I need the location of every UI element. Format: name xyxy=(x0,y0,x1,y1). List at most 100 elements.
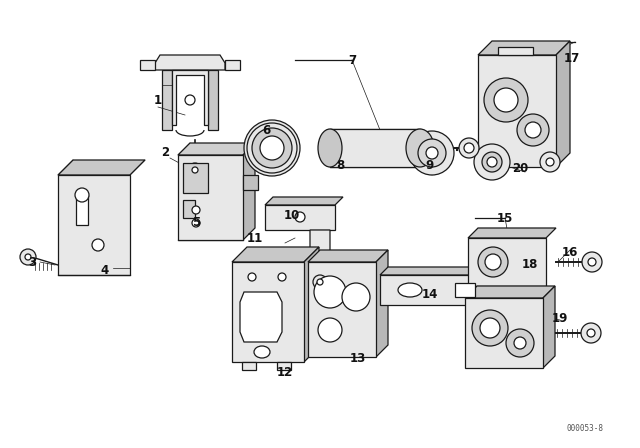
Polygon shape xyxy=(478,41,570,55)
Text: 19: 19 xyxy=(552,311,568,324)
Polygon shape xyxy=(76,195,88,225)
Circle shape xyxy=(244,120,300,176)
Text: 7: 7 xyxy=(348,53,356,66)
Polygon shape xyxy=(468,228,556,238)
Circle shape xyxy=(487,157,497,167)
Text: 17: 17 xyxy=(564,52,580,65)
Circle shape xyxy=(459,138,479,158)
Text: 12: 12 xyxy=(277,366,293,379)
Text: 11: 11 xyxy=(247,232,263,245)
Ellipse shape xyxy=(406,129,434,167)
Circle shape xyxy=(20,249,36,265)
Circle shape xyxy=(192,167,198,173)
Circle shape xyxy=(581,323,601,343)
Polygon shape xyxy=(178,143,255,155)
Ellipse shape xyxy=(398,283,422,297)
Ellipse shape xyxy=(318,129,342,167)
Circle shape xyxy=(75,188,89,202)
Polygon shape xyxy=(58,160,145,175)
Circle shape xyxy=(506,329,534,357)
Polygon shape xyxy=(468,238,546,286)
Polygon shape xyxy=(380,275,475,305)
Circle shape xyxy=(588,258,596,266)
Polygon shape xyxy=(308,250,388,262)
Bar xyxy=(183,200,195,218)
Circle shape xyxy=(494,88,518,112)
Text: 20: 20 xyxy=(512,161,528,175)
Polygon shape xyxy=(455,283,475,297)
Circle shape xyxy=(188,163,202,177)
Circle shape xyxy=(342,283,370,311)
Polygon shape xyxy=(155,55,225,70)
Polygon shape xyxy=(232,262,304,362)
Circle shape xyxy=(418,139,446,167)
Circle shape xyxy=(25,254,31,260)
Polygon shape xyxy=(543,286,555,368)
Polygon shape xyxy=(478,55,556,167)
Circle shape xyxy=(514,337,526,349)
Circle shape xyxy=(472,310,508,346)
Circle shape xyxy=(474,144,510,180)
Text: 2: 2 xyxy=(161,146,169,159)
Polygon shape xyxy=(465,286,555,298)
Polygon shape xyxy=(58,175,130,275)
Circle shape xyxy=(546,158,554,166)
Polygon shape xyxy=(304,247,319,362)
Circle shape xyxy=(582,252,602,272)
Polygon shape xyxy=(310,230,330,260)
Text: 10: 10 xyxy=(284,208,300,221)
Circle shape xyxy=(192,219,200,227)
Text: 16: 16 xyxy=(562,246,578,258)
Polygon shape xyxy=(308,262,376,357)
Polygon shape xyxy=(265,205,335,230)
Circle shape xyxy=(482,152,502,172)
Text: 15: 15 xyxy=(497,211,513,224)
Text: 8: 8 xyxy=(336,159,344,172)
Circle shape xyxy=(485,254,501,270)
Circle shape xyxy=(252,128,292,168)
Circle shape xyxy=(464,143,474,153)
Polygon shape xyxy=(376,250,388,357)
Circle shape xyxy=(260,136,284,160)
Polygon shape xyxy=(330,129,420,167)
Text: 14: 14 xyxy=(422,289,438,302)
Circle shape xyxy=(185,95,195,105)
Circle shape xyxy=(540,152,560,172)
Polygon shape xyxy=(265,197,343,205)
Text: 18: 18 xyxy=(522,258,538,271)
Circle shape xyxy=(484,78,528,122)
Text: 1: 1 xyxy=(154,94,162,107)
Text: 13: 13 xyxy=(350,352,366,365)
Polygon shape xyxy=(208,70,218,130)
Circle shape xyxy=(192,206,200,214)
Circle shape xyxy=(92,239,104,251)
Circle shape xyxy=(248,273,256,281)
Text: 5: 5 xyxy=(192,215,200,228)
Polygon shape xyxy=(140,60,155,70)
Text: 9: 9 xyxy=(426,159,434,172)
Polygon shape xyxy=(465,298,543,368)
Polygon shape xyxy=(162,70,172,130)
Bar xyxy=(242,362,256,370)
Circle shape xyxy=(478,247,508,277)
Polygon shape xyxy=(240,292,282,342)
Circle shape xyxy=(480,318,500,338)
Circle shape xyxy=(587,329,595,337)
Ellipse shape xyxy=(254,346,270,358)
Bar xyxy=(183,163,208,193)
Text: 000053-8: 000053-8 xyxy=(566,423,604,432)
Polygon shape xyxy=(172,70,208,125)
Polygon shape xyxy=(556,41,570,167)
Circle shape xyxy=(517,114,549,146)
Circle shape xyxy=(410,131,454,175)
Circle shape xyxy=(525,122,541,138)
Polygon shape xyxy=(243,143,255,240)
Circle shape xyxy=(426,147,438,159)
Polygon shape xyxy=(498,47,533,55)
Text: 6: 6 xyxy=(262,124,270,137)
Text: 4: 4 xyxy=(101,263,109,276)
Bar xyxy=(277,362,291,370)
Circle shape xyxy=(314,276,346,308)
Polygon shape xyxy=(232,247,319,262)
Polygon shape xyxy=(380,267,483,275)
